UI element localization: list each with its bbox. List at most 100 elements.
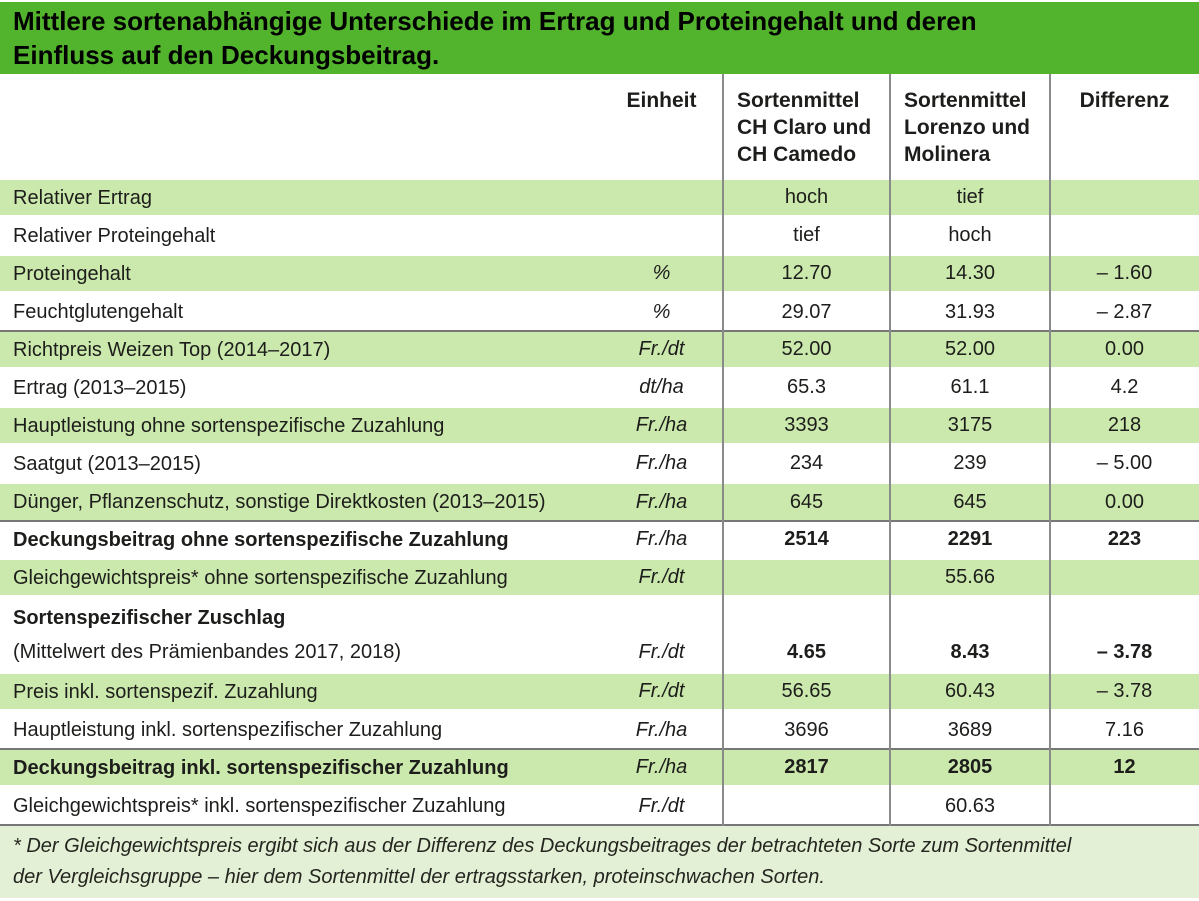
value-differenz: 218 <box>1107 414 1142 436</box>
unit-value: Fr./ha <box>635 452 688 474</box>
column-header-line: Sortenmittel <box>737 89 860 112</box>
value-differenz: 0.00 <box>1105 490 1144 513</box>
row-label: Deckungsbeitrag ohne sortenspezifische Z… <box>13 528 509 551</box>
table-body: Relativer Ertrag hoch tief Relativer Protei… <box>0 180 1199 826</box>
unit-value: Fr./ha <box>635 490 688 513</box>
table-row: Proteingehalt% 12.70 14.30 – 1.60 <box>0 256 1199 294</box>
value-differenz: 4.2 <box>1110 376 1139 398</box>
unit-value: Fr./dt <box>638 641 685 663</box>
value-sortenmittel-lorenzo-molinera: 31.93 <box>944 300 996 323</box>
value-sortenmittel-claro-camedo: 2817 <box>784 756 829 778</box>
column-header-einheit: Einheit <box>626 89 697 112</box>
unit-value: Fr./ha <box>635 414 688 436</box>
row-label: Hauptleistung ohne sortenspezifische Zuz… <box>13 414 445 437</box>
value-differenz: – 5.00 <box>1096 452 1153 474</box>
value-sortenmittel-lorenzo-molinera: tief <box>956 186 984 208</box>
column-header-sortenmittel-lorenzo-molinera: Sortenmittel Lorenzo und Molinera <box>890 74 1050 168</box>
value-sortenmittel-claro-camedo: hoch <box>784 186 829 208</box>
value-sortenmittel-claro-camedo: 29.07 <box>781 300 832 323</box>
value-differenz: 7.16 <box>1105 718 1144 741</box>
column-header-sortenmittel-claro-camedo: Sortenmittel CH Claro und CH Camedo <box>723 74 890 168</box>
value-sortenmittel-claro-camedo: tief <box>793 224 820 246</box>
value-sortenmittel-lorenzo-molinera: 645 <box>953 490 987 513</box>
unit-value: Fr./ha <box>635 528 688 550</box>
value-sortenmittel-lorenzo-molinera: 8.43 <box>950 641 990 663</box>
table-row: Relativer Ertrag hoch tief <box>0 180 1199 218</box>
table-row: Preis inkl. sortenspezif. Zuzahlung Fr./d… <box>0 674 1199 712</box>
table-row: Hauptleistung ohne sortenspezifische Zuz… <box>0 408 1199 446</box>
unit-value: Fr./dt <box>638 338 685 360</box>
header-empty-label-cell <box>0 74 600 87</box>
footnote-line-2: der Vergleichsgruppe – hier dem Sortenmi… <box>13 866 825 888</box>
row-label: Relativer Ertrag <box>13 186 152 209</box>
table-title: Mittlere sortenabhängige Unterschiede im… <box>0 2 1199 74</box>
column-header-line: CH Camedo <box>737 143 857 166</box>
column-header-line: Sortenmittel <box>904 89 1027 112</box>
table-row: Richtpreis Weizen Top (2014–2017) Fr./dt 5… <box>0 332 1199 370</box>
row-label: Ertrag (2013–2015) <box>13 376 187 399</box>
column-header-line: CH Claro und <box>737 116 872 139</box>
table-row: Gleichgewichtspreis* inkl. sortenspezifi… <box>0 788 1199 826</box>
row-label: Saatgut (2013–2015) <box>13 452 201 475</box>
value-sortenmittel-lorenzo-molinera: 55.66 <box>944 566 996 588</box>
table-row: Gleichgewichtspreis* ohne sortenspezifis… <box>0 560 1199 598</box>
unit-value: Fr./dt <box>638 566 685 588</box>
value-sortenmittel-lorenzo-molinera: 52.00 <box>944 338 996 360</box>
table-row: Relativer Proteingehalt tief hoch <box>0 218 1199 256</box>
row-label: Gleichgewichtspreis* ohne sortenspezifis… <box>13 566 508 589</box>
footnote-line-1: * Der Gleichgewichtspreis ergibt sich au… <box>13 835 1072 857</box>
table-row: Deckungsbeitrag ohne sortenspezifische Z… <box>0 522 1199 560</box>
column-divider <box>1049 74 1051 826</box>
row-label: Relativer Proteingehalt <box>13 224 216 247</box>
value-differenz: – 1.60 <box>1096 262 1153 284</box>
value-sortenmittel-lorenzo-molinera: 60.43 <box>944 680 996 702</box>
table-title-line-1: Mittlere sortenabhängige Unterschiede im… <box>13 6 977 36</box>
row-label: Proteingehalt <box>13 262 131 285</box>
value-sortenmittel-claro-camedo: 2514 <box>784 528 829 550</box>
value-sortenmittel-lorenzo-molinera: hoch <box>948 224 992 246</box>
table-title-line-2: Einfluss auf den Deckungsbeitrag. <box>13 40 440 70</box>
column-header-differenz: Differenz <box>1079 89 1170 112</box>
table-row: Sortenspezifischer Zuschlag (Mittelwert d… <box>0 598 1199 674</box>
footnote: * Der Gleichgewichtspreis ergibt sich au… <box>0 826 1199 898</box>
row-label: Gleichgewichtspreis* inkl. sortenspezifi… <box>13 795 506 817</box>
row-label: Feuchtglutengehalt <box>13 301 184 323</box>
value-differenz: – 2.87 <box>1096 300 1153 323</box>
table-row: Deckungsbeitrag inkl. sortenspezifischer… <box>0 750 1199 788</box>
column-divider <box>722 74 724 826</box>
value-sortenmittel-claro-camedo: 56.65 <box>781 680 832 702</box>
row-label: Preis inkl. sortenspezif. Zuzahlung <box>13 680 318 703</box>
value-sortenmittel-lorenzo-molinera: 60.63 <box>944 794 996 817</box>
value-sortenmittel-claro-camedo: 4.65 <box>787 641 826 663</box>
value-sortenmittel-lorenzo-molinera: 2805 <box>947 756 993 778</box>
value-differenz: 223 <box>1107 528 1142 550</box>
row-label: Richtpreis Weizen Top (2014–2017) <box>13 338 331 361</box>
column-divider <box>889 74 891 826</box>
row-label: Dünger, Pflanzenschutz, sonstige Direktk… <box>13 491 546 513</box>
value-sortenmittel-lorenzo-molinera: 14.30 <box>944 262 996 284</box>
table-row: Hauptleistung inkl. sortenspezifischer Z… <box>0 712 1199 750</box>
table-row: Saatgut (2013–2015) Fr./ha 234 239 – 5.00 <box>0 446 1199 484</box>
value-differenz: 12 <box>1113 756 1136 778</box>
value-sortenmittel-claro-camedo: 3696 <box>784 718 829 741</box>
value-sortenmittel-lorenzo-molinera: 61.1 <box>950 376 990 398</box>
row-label: Sortenspezifischer Zuschlag (Mittelwert d… <box>13 606 401 663</box>
value-differenz: – 3.78 <box>1096 680 1153 702</box>
value-sortenmittel-claro-camedo: 645 <box>789 490 824 513</box>
value-sortenmittel-lorenzo-molinera: 3689 <box>947 718 993 741</box>
unit-value: Fr./dt <box>638 794 685 817</box>
table-row: Ertrag (2013–2015) dt/ha 65.3 61.1 4.2 <box>0 370 1199 408</box>
value-sortenmittel-lorenzo-molinera: 239 <box>953 452 987 474</box>
column-header-line: Molinera <box>904 143 991 166</box>
row-label: Deckungsbeitrag inkl. sortenspezifischer… <box>13 756 509 779</box>
table-header: Einheit Sortenmittel CH Claro und CH Cam… <box>0 74 1199 180</box>
value-sortenmittel-claro-camedo: 52.00 <box>781 338 832 360</box>
unit-value: dt/ha <box>639 376 684 398</box>
value-differenz: 0.00 <box>1105 338 1144 360</box>
unit-value: Fr./ha <box>635 718 688 741</box>
unit-value: % <box>652 300 671 323</box>
unit-value: Fr./dt <box>638 680 685 702</box>
value-differenz: – 3.78 <box>1096 641 1153 663</box>
value-sortenmittel-claro-camedo: 234 <box>789 452 824 474</box>
